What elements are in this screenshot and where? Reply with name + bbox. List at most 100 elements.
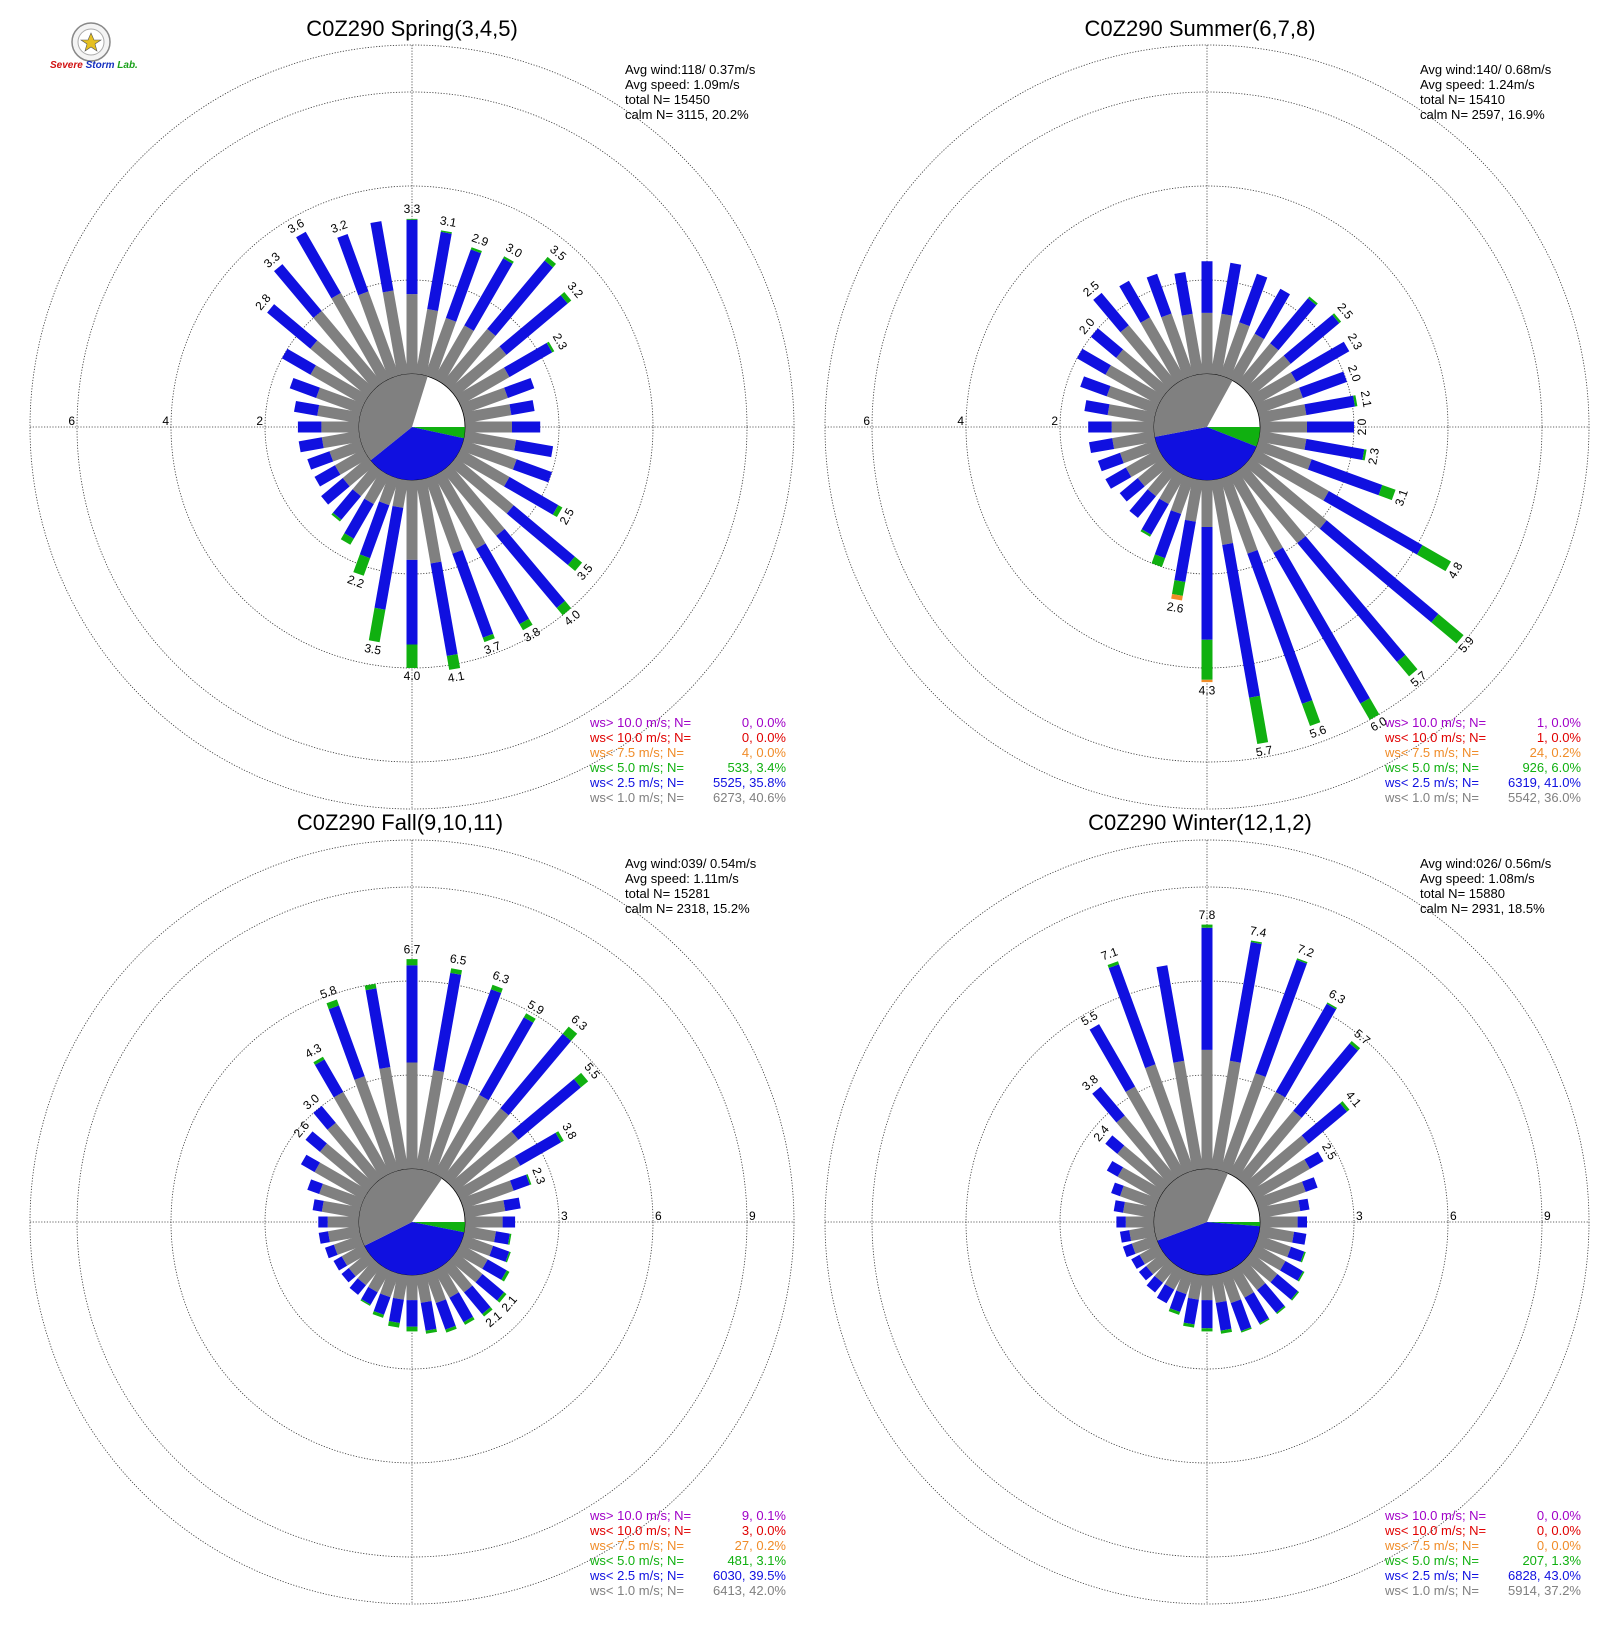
bar-segment-lt25 <box>374 506 404 610</box>
stat-calm: calm N= 2318, 15.2% <box>625 901 750 916</box>
legend-value-gt10: 1, 0.0% <box>1537 715 1582 730</box>
ring-label: 6 <box>1450 1209 1457 1223</box>
bar-segment-lt5 <box>406 218 418 220</box>
bar-segment-lt25 <box>1283 314 1340 364</box>
stat-avg-speed: Avg speed: 1.09m/s <box>625 77 740 92</box>
bar-segment-lt5 <box>1183 1322 1195 1328</box>
grid-ring <box>965 980 1449 1464</box>
legend-label-lt25: ws< 2.5 m/s; N= <box>1384 775 1479 790</box>
bar-value-label: 6.3 <box>491 968 512 987</box>
bar-segment-lt5 <box>1326 1002 1337 1010</box>
bar-value-label: 3.5 <box>363 641 382 658</box>
legend-label-lt25: ws< 2.5 m/s; N= <box>1384 1568 1479 1583</box>
grid-ring <box>76 91 748 763</box>
bar-segment-lt1 <box>364 470 391 505</box>
bar-segment-lt1 <box>310 365 369 406</box>
stat-avg-wind: Avg wind:026/ 0.56m/s <box>1420 856 1552 871</box>
bar-segment-lt25 <box>1287 1246 1305 1262</box>
bar-segment-lt25 <box>1131 1254 1145 1269</box>
bar-segment-lt1 <box>1254 387 1303 414</box>
legend-value-lt5: 533, 3.4% <box>727 760 786 775</box>
bar-segment-lt1 <box>1201 312 1213 374</box>
bar-segment-lt25 <box>274 264 322 318</box>
bar-segment-lt1 <box>1210 1060 1241 1171</box>
bar-segment-lt25 <box>1183 1297 1199 1325</box>
bar-segment-lt5 <box>1201 639 1213 680</box>
bar-segment-lt1 <box>406 1275 418 1301</box>
bar-segment-lt1 <box>358 291 399 380</box>
bar-segment-lt1 <box>348 1251 375 1277</box>
bar-segment-lt5 <box>1201 1328 1213 1332</box>
bar-segment-lt5 <box>1397 654 1418 677</box>
bar-segment-lt5 <box>1107 961 1119 968</box>
bar-segment-lt1 <box>1120 325 1178 390</box>
bar-segment-lt1 <box>1220 322 1250 380</box>
bar-segment-lt25 <box>427 231 452 311</box>
bar-segment-lt1 <box>1120 440 1160 464</box>
bar-segment-lt1 <box>1107 404 1156 424</box>
bar-segment-lt25 <box>1129 489 1156 518</box>
bar-segment-lt5 <box>326 999 339 1010</box>
bar-segment-lt1 <box>441 464 505 536</box>
bar-segment-lt1 <box>368 1265 391 1293</box>
bar-segment-lt25 <box>321 478 350 505</box>
bar-segment-lt25 <box>1201 261 1213 313</box>
bar-segment-lt1 <box>1164 1265 1186 1290</box>
bar-segment-lt5 <box>519 618 533 631</box>
bar-segment-lt5 <box>445 1325 457 1333</box>
bar-segment-lt1 <box>463 1200 506 1219</box>
pie-slice-lt5 <box>412 1222 466 1233</box>
bar-segment-lt1 <box>1116 1115 1178 1185</box>
bar-segment-lt1 <box>1139 1243 1164 1265</box>
bar-segment-lt25 <box>406 219 418 295</box>
legend-label-lt10: ws< 10.0 m/s; N= <box>1384 730 1486 745</box>
bar-value-label: 5.6 <box>1308 722 1329 741</box>
bar-value-label: 3.7 <box>482 638 503 657</box>
bar-segment-lt1 <box>1173 1060 1204 1171</box>
bar-segment-lt25 <box>313 1105 336 1130</box>
bar-segment-lt1 <box>1140 317 1186 384</box>
bar-segment-lt25 <box>1257 1283 1285 1313</box>
bar-segment-lt5 <box>340 533 354 545</box>
bar-segment-lt25 <box>1089 438 1115 453</box>
bar-segment-lt25 <box>318 1216 328 1228</box>
bar-segment-lt25 <box>1275 1003 1337 1098</box>
bar-segment-lt1 <box>1228 333 1265 384</box>
bar-segment-lt1 <box>1220 474 1258 554</box>
bar-segment-lt1 <box>463 430 517 451</box>
bar-segment-lt25 <box>1270 1274 1298 1300</box>
bar-segment-lt25 <box>1304 395 1355 416</box>
bar-segment-lt1 <box>1181 313 1204 376</box>
bar-segment-lt1 <box>1228 470 1283 553</box>
wind-rose-panel-2: 2462.52.32.02.12.02.33.14.85.95.76.05.65… <box>824 16 1590 810</box>
stat-avg-wind: Avg wind:039/ 0.54m/s <box>625 856 757 871</box>
bar-segment-lt1 <box>329 440 365 462</box>
bar-segment-lt25 <box>281 348 316 375</box>
bar-segment-lt25 <box>1297 536 1406 662</box>
chart-title: C0Z290 Winter(12,1,2) <box>1088 810 1312 835</box>
bar-segment-lt1 <box>352 464 383 497</box>
ring-label: 4 <box>162 414 169 428</box>
bar-segment-lt25 <box>1080 376 1111 397</box>
bar-segment-lt25 <box>1154 510 1182 559</box>
bar-segment-lt1 <box>1210 1273 1227 1303</box>
bar-segment-lt1 <box>1117 1145 1170 1193</box>
bar-value-label: 3.1 <box>439 213 458 230</box>
bar-segment-lt25 <box>1292 1231 1307 1245</box>
bar-segment-lt1 <box>1105 365 1164 406</box>
bar-segment-lt1 <box>1258 404 1307 424</box>
bar-segment-lt5 <box>508 1233 512 1245</box>
bar-segment-lt5 <box>1259 1318 1270 1325</box>
bar-segment-lt1 <box>393 1273 409 1300</box>
bar-segment-lt1 <box>379 1067 409 1171</box>
bar-segment-lt5 <box>503 256 514 264</box>
legend-label-lt5: ws< 5.0 m/s; N= <box>589 760 684 775</box>
bar-segment-lt25 <box>503 1197 521 1212</box>
bar-segment-lt25 <box>1273 547 1370 704</box>
bar-segment-lt25 <box>1319 520 1439 623</box>
bar-segment-lt1 <box>1116 349 1170 398</box>
bar-segment-lt1 <box>1244 1251 1278 1283</box>
bar-segment-lt25 <box>1092 1086 1125 1123</box>
ring-label: 4 <box>957 414 964 428</box>
bar-segment-lt25 <box>1116 1216 1126 1228</box>
